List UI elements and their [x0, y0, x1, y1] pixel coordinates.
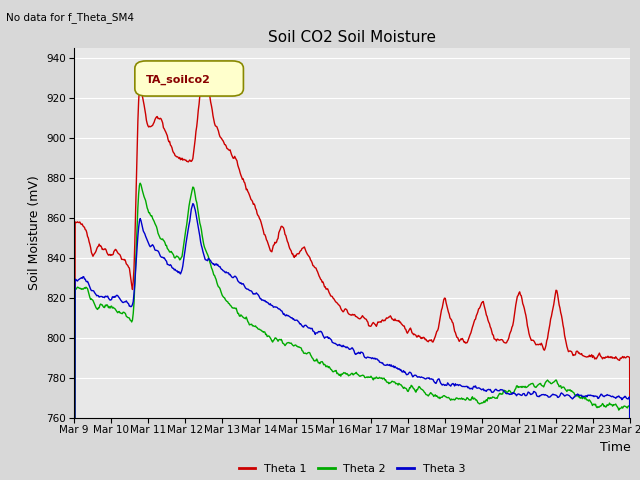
- Theta 3: [137, 218, 145, 224]
- Theta 3: [420, 375, 428, 381]
- Line: Theta 2: Theta 2: [74, 183, 630, 480]
- Theta 2: [224, 299, 232, 305]
- Theta 2: [138, 185, 145, 191]
- FancyBboxPatch shape: [135, 61, 243, 96]
- Theta 1: [224, 146, 232, 152]
- Line: Theta 3: Theta 3: [74, 204, 630, 480]
- Theta 1: [437, 312, 445, 318]
- Theta 3: [437, 380, 445, 386]
- Theta 1: [200, 62, 207, 68]
- Legend: Theta 1, Theta 2, Theta 3: Theta 1, Theta 2, Theta 3: [234, 460, 470, 479]
- Theta 1: [137, 86, 145, 92]
- Theta 2: [80, 286, 88, 291]
- Theta 2: [420, 389, 428, 395]
- Theta 1: [420, 335, 428, 341]
- Line: Theta 1: Theta 1: [74, 65, 630, 480]
- Theta 2: [195, 210, 202, 216]
- Text: No data for f_Theta_SM4: No data for f_Theta_SM4: [6, 12, 134, 23]
- Theta 3: [224, 270, 232, 276]
- Theta 2: [437, 395, 445, 400]
- Theta 2: [136, 180, 144, 186]
- Text: TA_soilco2: TA_soilco2: [146, 74, 211, 84]
- Theta 1: [80, 224, 88, 229]
- Theta 3: [189, 201, 196, 206]
- X-axis label: Time: Time: [600, 441, 630, 454]
- Y-axis label: Soil Moisture (mV): Soil Moisture (mV): [28, 175, 41, 290]
- Theta 1: [194, 116, 202, 122]
- Theta 3: [80, 274, 88, 279]
- Theta 3: [195, 225, 202, 230]
- Title: Soil CO2 Soil Moisture: Soil CO2 Soil Moisture: [268, 30, 436, 46]
